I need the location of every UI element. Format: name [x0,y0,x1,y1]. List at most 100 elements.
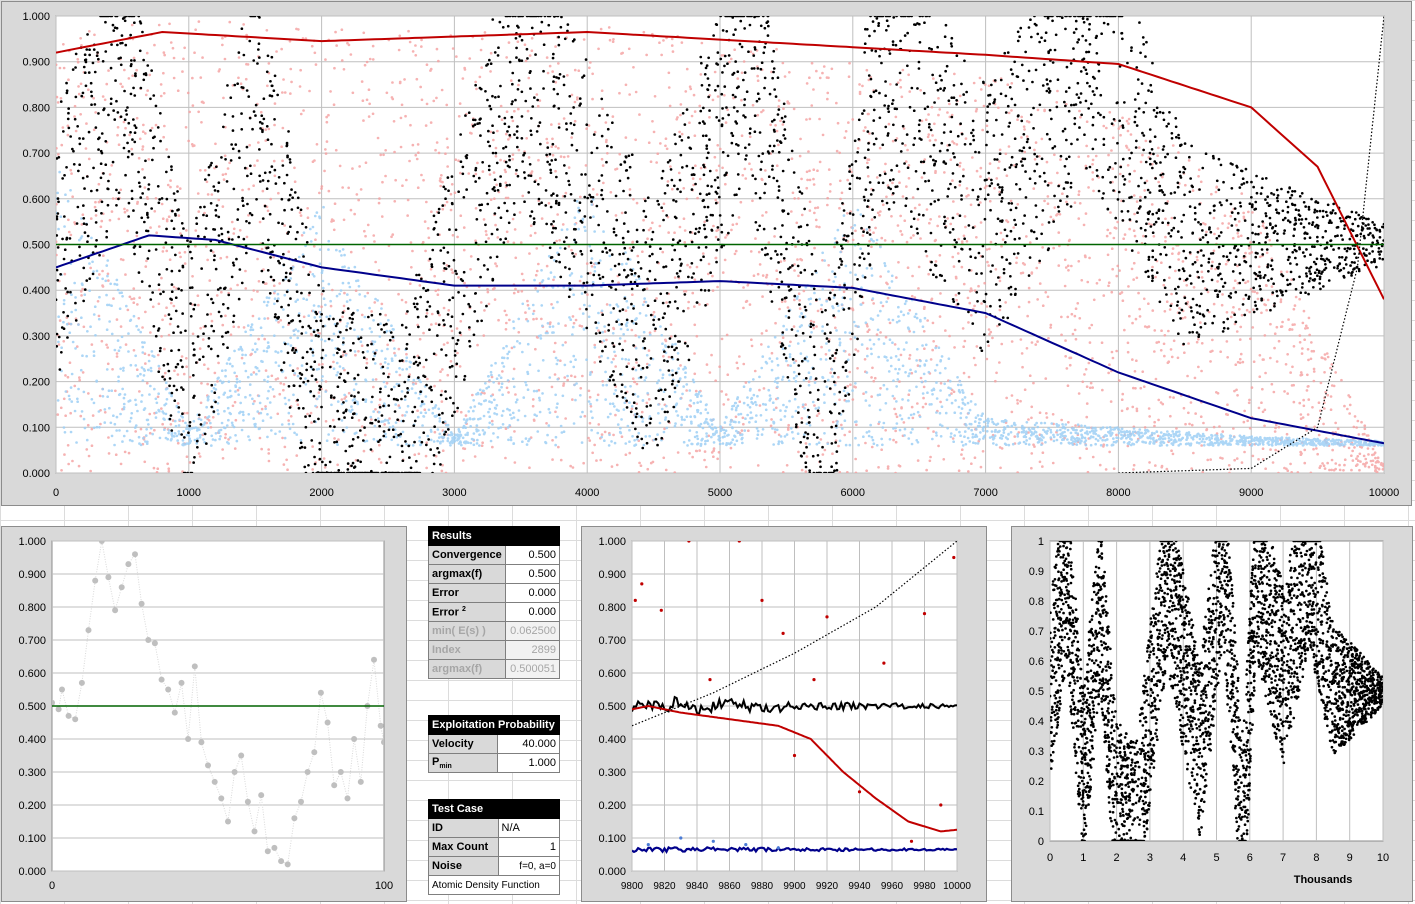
table-row: Noise f=0, a=0 [428,856,561,876]
data-point [55,706,62,713]
error-squared-value[interactable]: 0.000 [504,602,561,622]
y-tick-label: 0.6 [1029,656,1044,668]
table-row: Error 0.000 [428,583,561,603]
error-squared-label: Error 2 [428,602,506,622]
table-row: Velocity 40.000 [427,734,560,754]
data-point [205,762,211,769]
zoom-chart-frame: 0.000 0.100 0.200 0.300 0.400 0.500 0.600 0.700… [581,526,987,902]
y-tick-label: 0.900 [598,569,626,581]
id-value[interactable]: N/A [497,818,561,838]
results-title: Results [428,526,560,546]
table-row: Convergence 0.500 [428,545,561,565]
series-line [56,234,1384,445]
data-point [324,719,331,726]
min-es-value[interactable]: 0.062500 [504,621,561,641]
y-tick-label: 0.500 [22,240,50,252]
data-point [198,739,205,746]
data-point [264,848,271,855]
noise-value[interactable]: f=0, a=0 [497,856,561,876]
data-point [145,637,152,643]
argmax-exact-label: argmax(f) [428,659,506,679]
data-point [776,846,780,850]
velocity-value[interactable]: 40.000 [497,734,560,754]
data-point [679,836,683,840]
y-tick-label: 0.400 [18,734,46,746]
y-tick-label: 0.100 [22,422,50,434]
series-line [632,845,957,854]
data-point [760,598,764,602]
results-table: Results Convergence 0.500 argmax(f) 0.50… [428,526,561,679]
x-tick-label: 2000 [309,487,333,499]
error-squared-sup: 2 [461,605,466,613]
x-tick-label: 1 [1080,852,1086,864]
data-point [211,778,218,785]
convergence-value[interactable]: 0.500 [504,545,561,565]
data-point [909,839,914,843]
data-point [92,577,99,584]
noise-label: Noise [428,856,499,876]
data-point [218,795,225,802]
y-tick-label: 0.100 [598,833,626,845]
test-case-footer[interactable]: Atomic Density Function [428,875,560,895]
data-point [298,798,304,805]
data-point [151,640,158,647]
y-tick-label: 0.600 [18,668,46,680]
y-tick-label: 0.400 [22,285,50,297]
pmin-value[interactable]: 1.000 [497,753,560,773]
y-tick-label: 0.300 [22,331,50,343]
table-row: argmax(f) 0.500051 [428,659,561,679]
data-point [278,858,285,865]
y-tick-label: 0 [1038,836,1044,848]
data-point [59,686,65,693]
data-point [633,598,637,602]
x-tick-label: 6000 [841,487,865,499]
x-tick-label: 9960 [881,881,904,892]
x-tick-label: 9900 [783,881,806,892]
index-value[interactable]: 2899 [504,640,561,660]
max-count-value[interactable]: 1 [497,837,561,857]
error-value[interactable]: 0.000 [504,583,561,603]
x-tick-label: 3000 [442,487,466,499]
data-point [225,818,231,825]
data-point [238,752,245,759]
sample-cloud [56,16,1384,473]
data-point [331,782,338,789]
argmax-value[interactable]: 0.500 [504,564,561,584]
y-tick-label: 0.3 [1029,746,1044,758]
x-tick-label: 9920 [816,881,839,892]
zoom-chart: 0.000 0.100 0.200 0.300 0.400 0.500 0.600 0.700… [598,536,971,892]
data-point [105,574,112,581]
y-tick-label: 0.800 [22,102,50,114]
error-label: Error [428,583,506,603]
y-tick-label: 0.600 [22,194,50,206]
data-point [231,769,238,775]
x-tick-label: 0 [49,880,55,892]
x-tick-label: 3 [1147,852,1153,864]
data-point [98,541,105,544]
test-case-title: Test Case [428,799,560,819]
x-tick-label: 2 [1114,852,1120,864]
x-tick-label: 6 [1247,852,1253,864]
convergence-label: Convergence [428,545,506,565]
data-point [351,736,358,742]
y-tick-label: 0.100 [18,833,46,845]
argmax-exact-value[interactable]: 0.500051 [504,659,561,679]
x-tick-label: 10 [1377,852,1389,864]
data-point [646,843,650,847]
data-point [178,679,185,686]
data-point [191,663,198,670]
y-tick-label: 0.700 [598,635,626,647]
series-layer [52,541,384,868]
error-squared-text: Error [432,606,459,619]
data-point [952,555,956,560]
index-label: Index [428,640,506,660]
recent-samples-chart: 0.000 0.100 0.200 0.300 0.400 0.500 0.600 0.700… [18,536,393,892]
data-point [337,769,344,775]
data-point [311,749,318,756]
data-point [857,790,862,794]
data-point [271,844,278,851]
y-tick-label: 0.600 [598,668,626,680]
data-point [85,627,92,634]
x-tick-label: 7 [1280,852,1286,864]
x-tick-label: 9820 [653,881,676,892]
